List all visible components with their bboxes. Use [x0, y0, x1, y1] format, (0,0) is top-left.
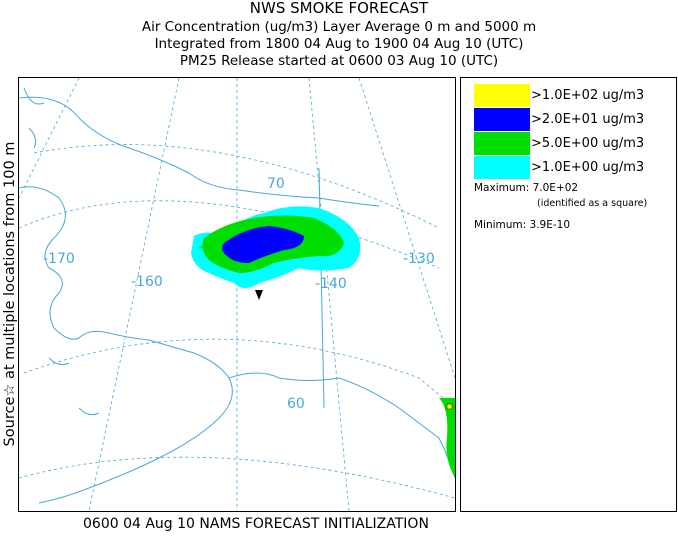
legend-label-5: >5.0E+00 ug/m3: [531, 136, 645, 151]
latitude-line-70: [19, 200, 440, 269]
legend-swatch-100: [474, 84, 530, 107]
graticule: [19, 78, 455, 511]
canada-border: [318, 167, 325, 409]
gulf-coast: [228, 372, 455, 479]
legend-maximum-note: (identified as a square): [537, 198, 648, 209]
lon-label: -170: [43, 251, 75, 267]
contour-west-lobe: [198, 244, 218, 251]
maximum-square: [446, 403, 453, 410]
latitude-line: [33, 144, 440, 229]
source-star: [255, 290, 263, 300]
west-coast: [19, 186, 150, 341]
subtitle-integration: Integrated from 1800 04 Aug to 1900 04 A…: [154, 36, 524, 52]
source-side-label: Source☆ at multiple locations from 100 m: [2, 141, 18, 447]
lat-label: 70: [267, 176, 285, 192]
longitude-line: [358, 78, 455, 379]
siberia-coast: [23, 87, 45, 149]
arctic-coast: [19, 96, 380, 207]
legend-label-20: >2.0E+01 ug/m3: [531, 112, 645, 127]
legend-maximum: Maximum: 7.0E+02: [474, 182, 579, 194]
lon-label: -130: [403, 251, 435, 267]
legend-label-100: >1.0E+02 ug/m3: [531, 88, 645, 103]
footer-initialization: 0600 04 Aug 10 NAMS FORECAST INITIALIZAT…: [83, 516, 429, 532]
longitude-line: [19, 78, 80, 199]
subtitle-release: PM25 Release started at 0600 03 Aug 10 (…: [179, 53, 499, 69]
legend-label-1: >1.0E+00 ug/m3: [531, 160, 645, 175]
legend-swatch-1: [474, 156, 530, 179]
latitude-line-60: [23, 338, 455, 409]
map-panel: -170 -160 -140 -130 70 60: [18, 77, 456, 512]
legend-swatch-5: [474, 132, 530, 155]
lon-label: -140: [315, 276, 347, 292]
subtitle-concentration: Air Concentration (ug/m3) Layer Average …: [141, 19, 537, 35]
legend-minimum: Minimum: 3.9E-10: [474, 219, 571, 231]
longitude-line: [308, 78, 350, 511]
grid-labels: -170 -160 -140 -130 70 60: [43, 176, 435, 412]
aleutian-coast: [38, 339, 233, 504]
coastline: [19, 87, 455, 504]
contour-southeast: [439, 398, 455, 478]
contour-20ug: [222, 226, 304, 263]
islands: [48, 357, 100, 416]
longitude-line: [88, 78, 180, 511]
legend-panel: >1.0E+02 ug/m3 >2.0E+01 ug/m3 >5.0E+00 u…: [460, 77, 677, 512]
page-title: NWS SMOKE FORECAST: [249, 0, 429, 17]
smoke-plume: [191, 206, 455, 478]
lon-label: -160: [131, 274, 163, 290]
alaska-map: -170 -160 -140 -130 70 60: [19, 78, 455, 511]
lat-label: 60: [287, 396, 305, 412]
legend-swatch-20: [474, 108, 530, 131]
latitude-line-55: [19, 456, 455, 499]
